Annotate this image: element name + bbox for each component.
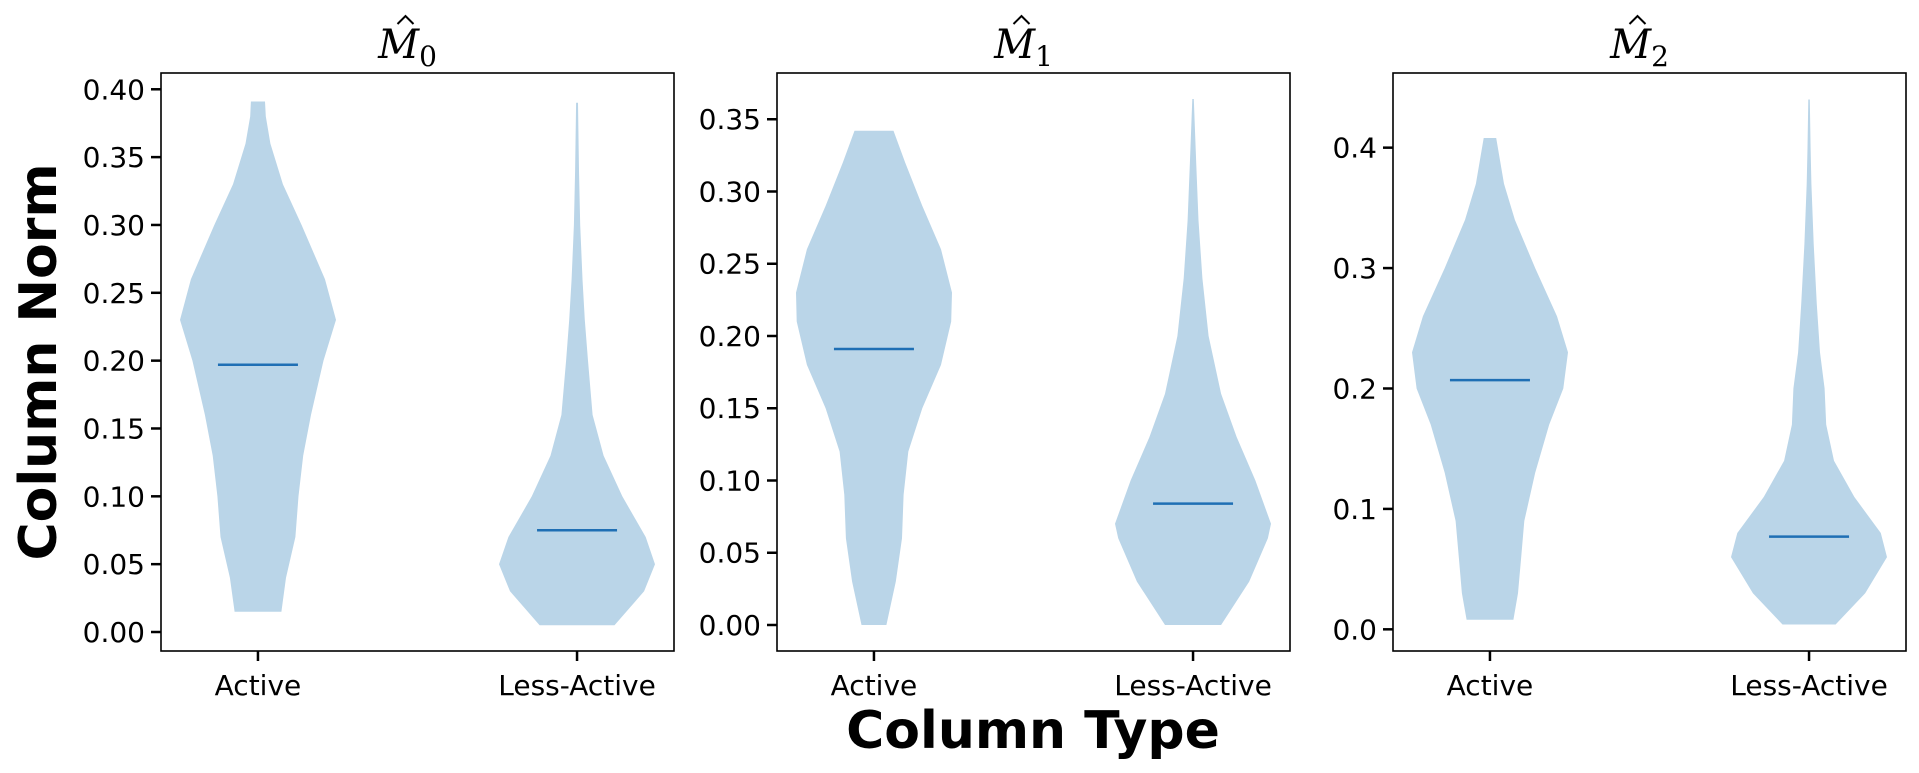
panel-1: 0.00 0.05 0.10 0.15 0.20 0.25 0.30 0.35 Active Le…: [699, 14, 1291, 702]
y-tick-label: 0.25: [83, 277, 145, 310]
title-hat: [1628, 14, 1647, 25]
y-tick-label: 0.2: [1332, 372, 1377, 405]
y-tick-label: 0.25: [699, 248, 761, 281]
title-hat: [1012, 14, 1031, 25]
title-hat: [396, 14, 415, 25]
y-tick-label: 0.20: [699, 320, 761, 353]
y-tick-label: 0.30: [699, 175, 761, 208]
y-tick-label: 0.10: [699, 464, 761, 497]
y-tick-label: 0.15: [83, 412, 145, 445]
panel-title: M2: [1609, 22, 1669, 73]
panel-title-subscript: 2: [1651, 40, 1669, 73]
y-tick-label: 0.00: [83, 616, 145, 649]
y-tick-label: 0.05: [699, 537, 761, 570]
panel-title-base: M: [993, 22, 1036, 68]
panel-title: M1: [993, 22, 1053, 73]
panel-title-subscript: 1: [1035, 40, 1053, 73]
x-tick-label: Active: [1447, 669, 1534, 702]
panel-title-subscript: 0: [419, 40, 437, 73]
y-tick-label: 0.0: [1332, 613, 1377, 646]
x-tick-label: Less-Active: [498, 669, 656, 702]
y-tick-label: 0.10: [83, 480, 145, 513]
plot-frame: [776, 72, 1291, 652]
violin-less-active: [1731, 99, 1887, 625]
violin-less-active: [499, 102, 655, 626]
panel-title: M0: [377, 22, 437, 73]
y-tick-label: 0.20: [83, 345, 145, 378]
plot-frame: [160, 72, 675, 652]
violin-active: [796, 130, 952, 626]
y-tick-label: 0.05: [83, 548, 145, 581]
x-tick-label: Active: [215, 669, 302, 702]
panel-title-base: M: [1609, 22, 1652, 68]
y-tick-label: 0.1: [1332, 493, 1377, 526]
x-axis-title: Column Type: [846, 701, 1220, 761]
x-tick-label: Less-Active: [1730, 669, 1888, 702]
y-tick-label: 0.4: [1332, 132, 1377, 165]
panels: 0.000.050.100.150.200.250.300.350.40Acti…: [83, 14, 1907, 702]
y-tick-label: 0.35: [699, 103, 761, 136]
x-tick-label: Active: [831, 669, 918, 702]
y-tick-label: 0.3: [1332, 252, 1377, 285]
panel-0: 0.00 0.05 0.10 0.15 0.20 0.25 0.30 0.35 0.40 Acti…: [83, 14, 675, 702]
y-tick-label: 0.30: [83, 209, 145, 242]
y-tick-label: 0.15: [699, 392, 761, 425]
panel-title-base: M: [377, 22, 420, 68]
x-tick-label: Less-Active: [1114, 669, 1272, 702]
y-tick-label: 0.00: [699, 609, 761, 642]
plot-frame: [1392, 72, 1907, 652]
y-axis-title: Column Norm: [9, 163, 69, 560]
panel-2: 0.0 0.1 0.2 0.3 0.4 Active Less-Active M2: [1332, 14, 1907, 702]
violin-less-active: [1115, 99, 1271, 625]
violin-active: [180, 101, 336, 612]
y-tick-label: 0.35: [83, 141, 145, 174]
y-tick-label: 0.40: [83, 73, 145, 106]
